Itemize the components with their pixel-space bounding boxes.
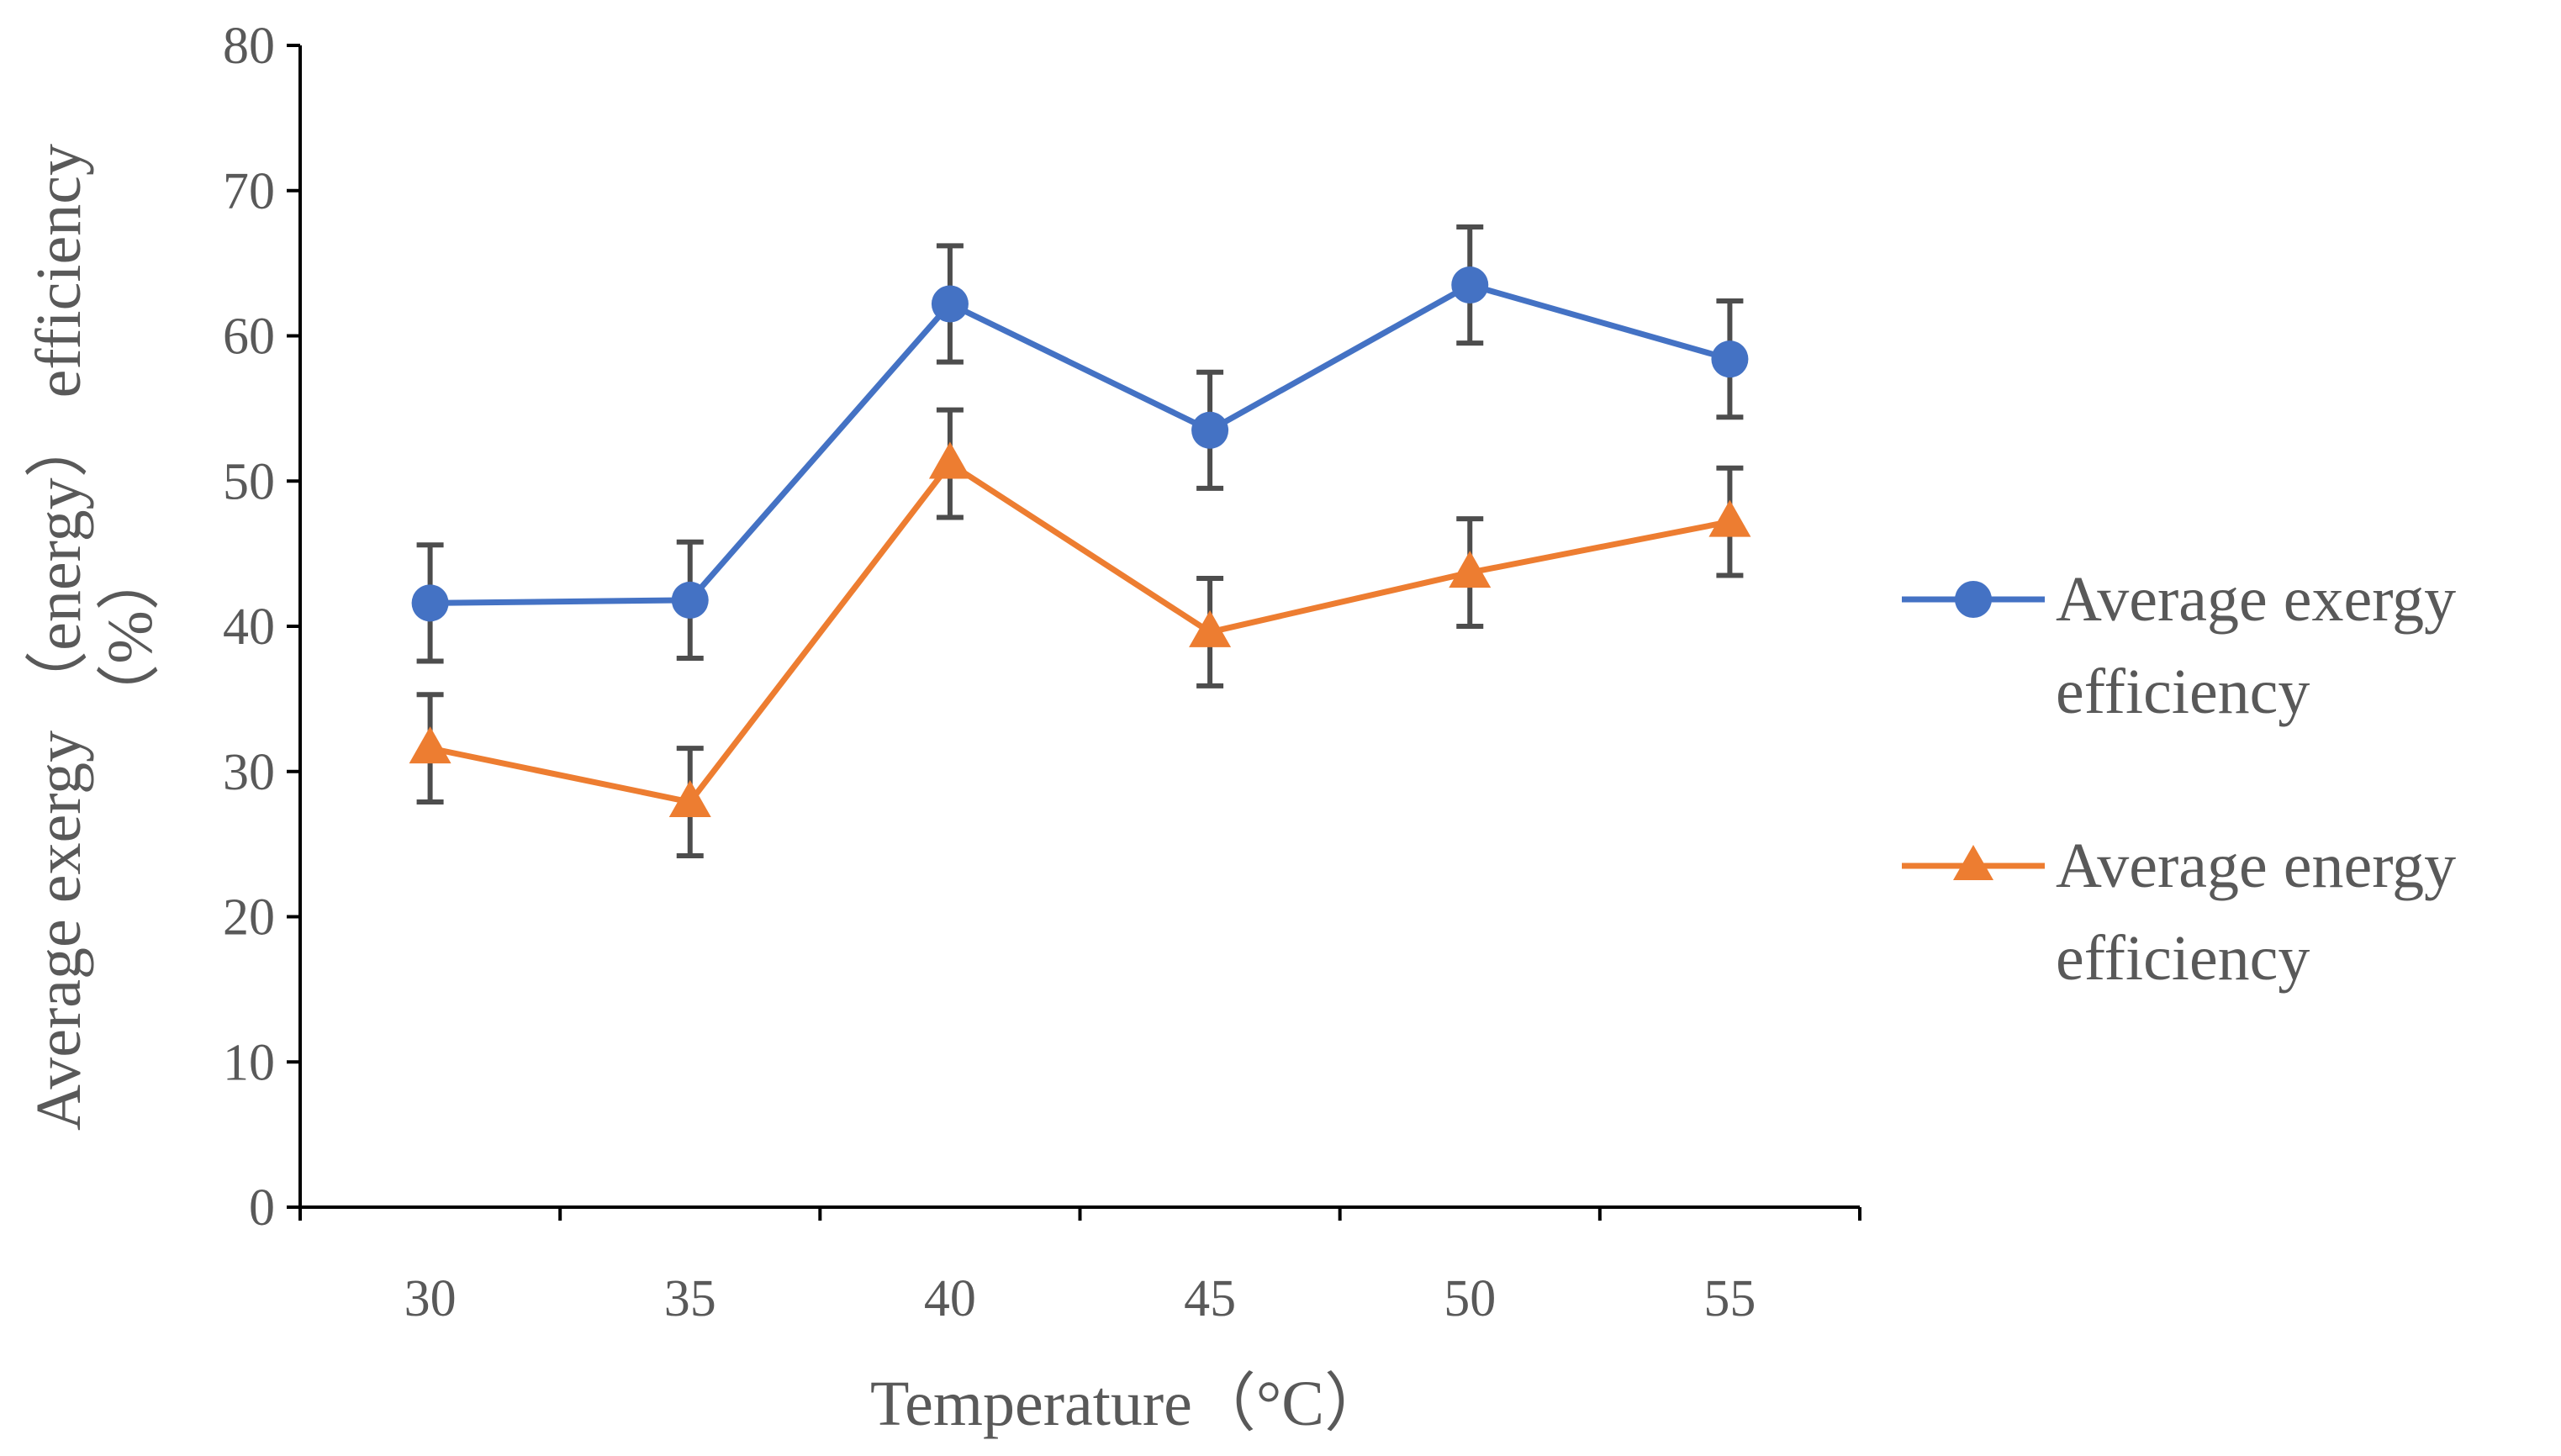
legend-item-exergy: Average exergy efficiency [1902, 564, 2456, 727]
legend: Average exergy efficiency Average energy… [1902, 564, 2456, 994]
x-tick-labels: 30 35 40 45 50 55 [404, 1270, 1756, 1327]
y-tick-label: 0 [249, 1179, 275, 1237]
series [409, 224, 1751, 858]
y-tick-label: 10 [223, 1034, 275, 1091]
x-tick-label: 55 [1703, 1270, 1756, 1327]
axes [287, 44, 1861, 1221]
y-tick-label: 50 [223, 453, 275, 510]
series-energy [409, 407, 1751, 858]
y-axis-title-line2: （%） [95, 546, 166, 727]
y-axis-title-line1: Average exergy （energy） efficiency [24, 144, 94, 1131]
legend-label-exergy-line1: Average exergy [2056, 564, 2456, 635]
x-tick-label: 45 [1184, 1270, 1236, 1327]
data-point [1711, 340, 1749, 378]
series-line [429, 461, 1731, 805]
legend-label-energy-line1: Average energy [2056, 831, 2456, 901]
data-point [671, 581, 709, 619]
y-axis-title: Average exergy （energy） efficiency （%） [24, 144, 166, 1131]
data-point [1708, 499, 1751, 537]
data-point [931, 285, 969, 323]
y-tick-label: 80 [223, 18, 275, 75]
data-point [1191, 411, 1229, 449]
series-exergy [411, 224, 1749, 664]
y-tick-label: 70 [223, 163, 275, 220]
data-point [668, 780, 711, 818]
y-tick-label: 60 [223, 309, 275, 366]
legend-label-energy-line2: efficiency [2056, 923, 2310, 994]
legend-item-energy: Average energy efficiency [1902, 831, 2456, 994]
x-tick-label: 30 [404, 1270, 457, 1327]
x-axis-title: Temperature（°C） [870, 1369, 1388, 1439]
legend-label-exergy-line2: efficiency [2056, 657, 2310, 727]
y-tick-labels: 0 10 20 30 40 50 60 70 80 [223, 18, 275, 1237]
y-tick-label: 30 [223, 744, 275, 801]
series-line [430, 282, 1731, 606]
data-point [1189, 609, 1232, 647]
legend-marker-energy [1953, 845, 1993, 880]
x-tick-label: 50 [1444, 1270, 1496, 1327]
legend-marker-exergy [1955, 581, 1992, 618]
data-point [411, 584, 449, 622]
data-point [409, 726, 451, 764]
data-point [1449, 551, 1492, 588]
data-point [928, 441, 971, 479]
x-tick-label: 35 [664, 1270, 716, 1327]
x-tick-label: 40 [924, 1270, 976, 1327]
y-tick-label: 40 [223, 599, 275, 656]
y-tick-label: 20 [223, 889, 275, 947]
data-point [1451, 266, 1489, 304]
